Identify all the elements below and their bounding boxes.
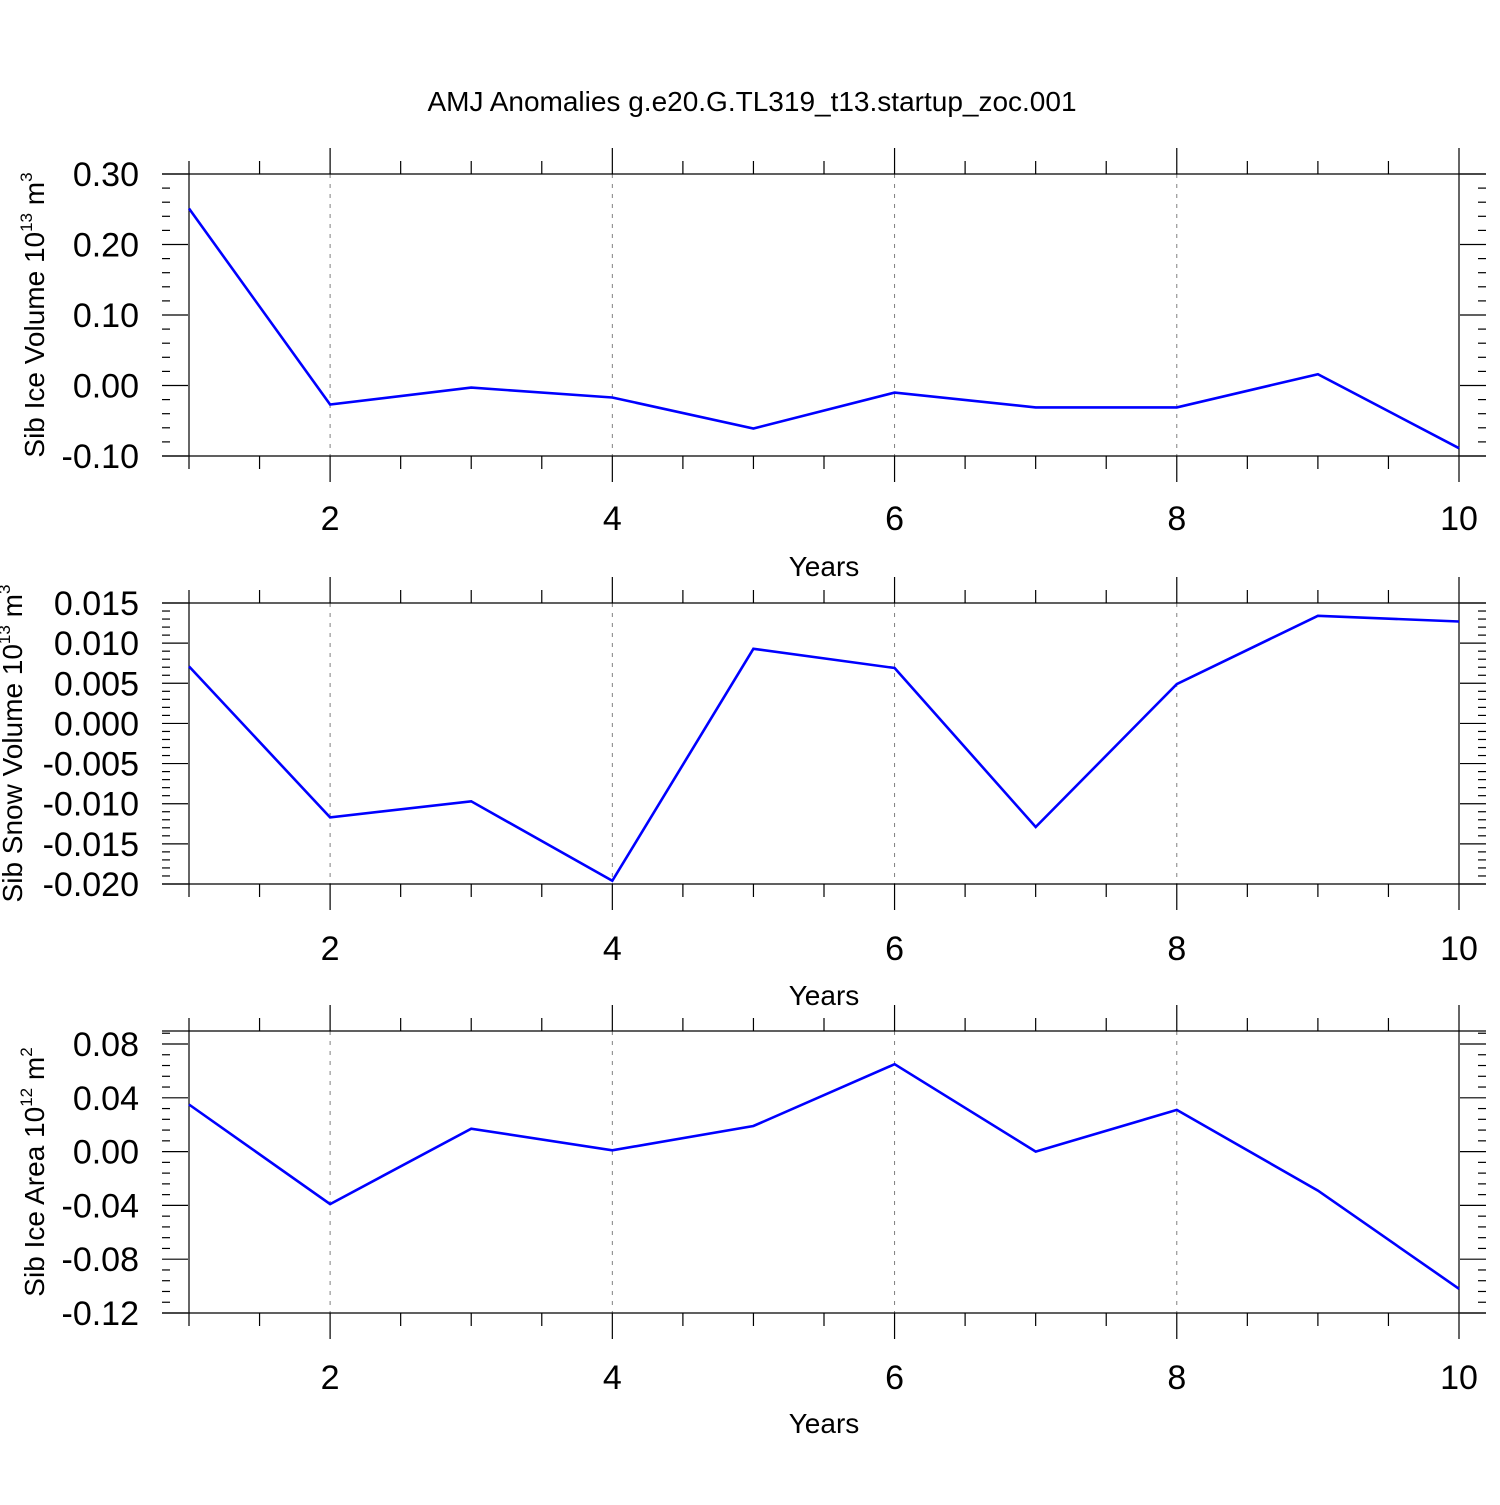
y-tick-label: 0.010 <box>54 625 139 663</box>
x-tick-label: 2 <box>321 930 340 968</box>
ice-area-panel: -0.12 -0.08 -0.04 0.00 0.04 0.08 2 4 6 8 10 Years Si… <box>17 1005 1486 1439</box>
y-tick-label: -0.12 <box>62 1295 140 1333</box>
data-line <box>189 1064 1459 1289</box>
y-tick-label: 0.015 <box>54 585 139 623</box>
x-axis-title: Years <box>789 1408 860 1439</box>
data-line <box>189 209 1459 449</box>
x-axis-title: Years <box>789 551 860 582</box>
x-tick-label: 8 <box>1167 930 1186 968</box>
y-tick-label: 0.08 <box>73 1026 139 1064</box>
y-tick-label: -0.10 <box>62 438 140 476</box>
y-axis-title: Sib Ice Area 1012 m2 <box>17 1047 50 1296</box>
x-tick-label: 6 <box>885 930 904 968</box>
x-tick-label: 10 <box>1440 500 1478 538</box>
y-tick-label: 0.10 <box>73 297 139 335</box>
y-tick-label: 0.20 <box>73 227 139 265</box>
y-tick-label: -0.010 <box>43 786 139 824</box>
y-tick-label: -0.04 <box>62 1187 140 1225</box>
y-axis-title: Sib Snow Volume 1013 m3 <box>0 585 28 903</box>
y-tick-label: 0.005 <box>54 665 139 703</box>
x-axis-title: Years <box>789 980 860 1011</box>
y-tick-label: 0.00 <box>73 1134 139 1172</box>
x-tick-label: 4 <box>603 930 622 968</box>
ice-volume-panel: -0.10 0.00 0.10 0.20 0.30 2 4 6 8 10 Years Sib Ice … <box>17 148 1486 582</box>
data-line <box>189 616 1459 881</box>
x-tick-label: 4 <box>603 1359 622 1397</box>
y-tick-label: 0.00 <box>73 368 139 406</box>
x-tick-label: 10 <box>1440 1359 1478 1397</box>
x-tick-label: 8 <box>1167 500 1186 538</box>
y-tick-label: -0.08 <box>62 1241 140 1279</box>
x-tick-label: 6 <box>885 500 904 538</box>
x-tick-label: 6 <box>885 1359 904 1397</box>
y-tick-label: 0.30 <box>73 156 139 194</box>
y-tick-label: -0.020 <box>43 866 139 904</box>
y-tick-label: 0.000 <box>54 705 139 743</box>
x-tick-label: 8 <box>1167 1359 1186 1397</box>
y-tick-label: -0.015 <box>43 826 139 864</box>
figure-title: AMJ Anomalies g.e20.G.TL319_t13.startup_… <box>427 86 1076 117</box>
y-axis-title: Sib Ice Volume 1013 m3 <box>17 172 50 457</box>
x-tick-label: 4 <box>603 500 622 538</box>
x-tick-label: 2 <box>321 500 340 538</box>
snow-volume-panel: -0.020-0.015-0.010-0.0050.0000.0050.0100… <box>0 577 1486 1011</box>
y-tick-label: 0.04 <box>73 1080 139 1118</box>
x-tick-label: 2 <box>321 1359 340 1397</box>
x-tick-label: 10 <box>1440 930 1478 968</box>
y-tick-label: -0.005 <box>43 746 139 784</box>
